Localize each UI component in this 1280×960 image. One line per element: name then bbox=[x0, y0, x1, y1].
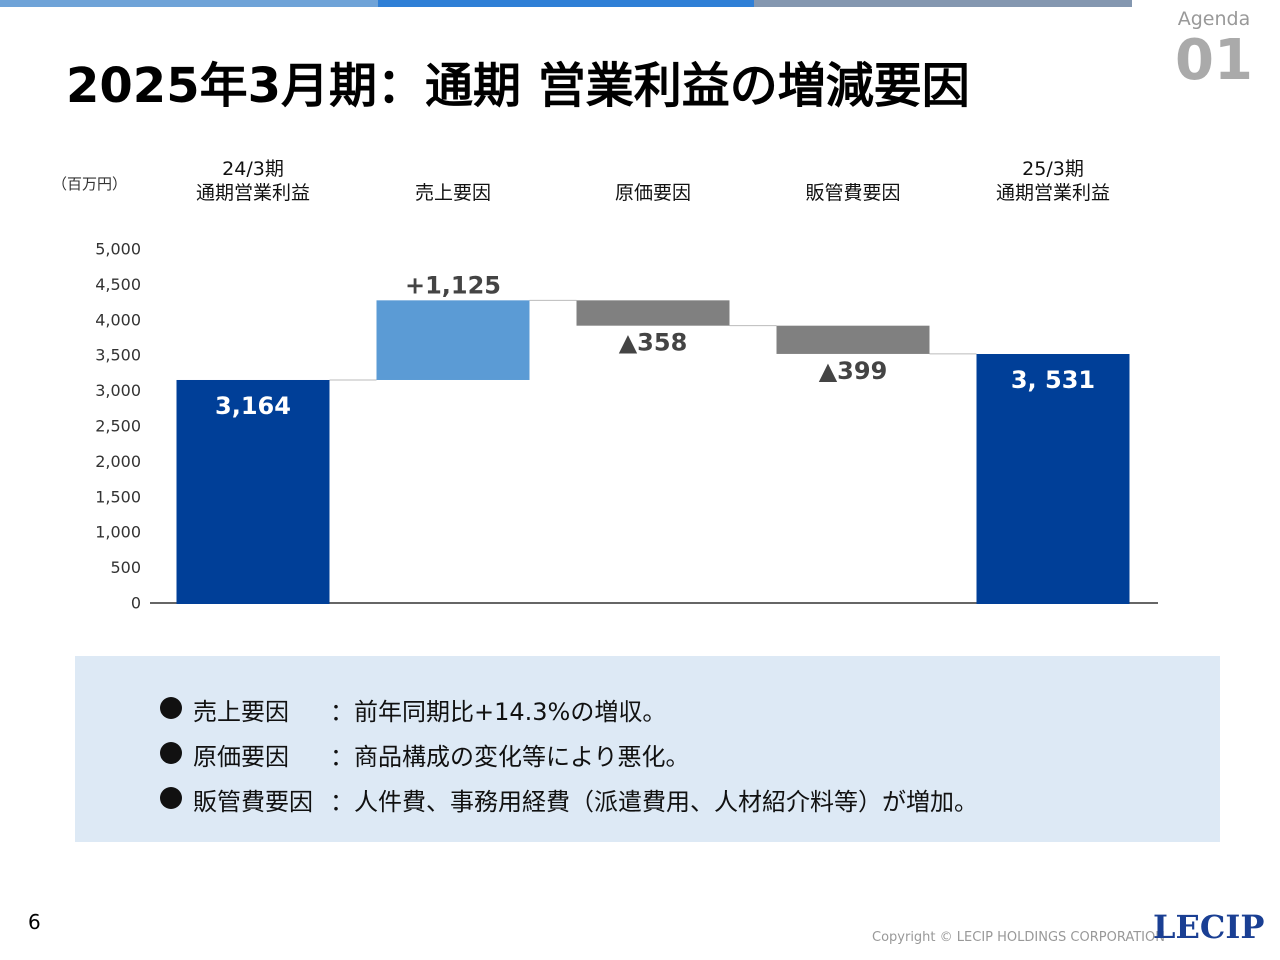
copyright: Copyright © LECIP HOLDINGS CORPORATION bbox=[872, 930, 1165, 945]
note-label: 販管費要因 bbox=[193, 788, 313, 816]
value-label: +1,125 bbox=[405, 271, 501, 299]
y-tick-label: 3,500 bbox=[95, 346, 141, 365]
notes-box bbox=[75, 656, 1220, 842]
agenda-number: 01 bbox=[1175, 28, 1253, 93]
y-tick-label: 2,000 bbox=[95, 452, 141, 471]
value-label: 3, 531 bbox=[1011, 366, 1095, 394]
note-label: 原価要因 bbox=[193, 743, 289, 771]
stripe bbox=[378, 0, 754, 7]
unit-label: （百万円） bbox=[52, 175, 128, 193]
bullet bbox=[160, 787, 182, 809]
y-tick-label: 4,500 bbox=[95, 275, 141, 294]
chart: 0 500 1,000 1,500 2,000 2,500 3,000 3,500 4,000 4… bbox=[95, 240, 1158, 613]
note-text: ：前年同期比+14.3%の増収。 bbox=[330, 698, 667, 726]
category-label: 売上要因 bbox=[414, 182, 491, 204]
bar bbox=[376, 300, 530, 380]
agenda-label: Agenda bbox=[1177, 8, 1251, 30]
bar bbox=[976, 354, 1130, 604]
y-tick-label: 0 bbox=[131, 594, 141, 613]
y-tick-label: 3,000 bbox=[95, 381, 141, 400]
bullet bbox=[160, 697, 182, 719]
note-label: 売上要因 bbox=[193, 698, 289, 726]
category-label: 25/3期 通期営業利益 bbox=[995, 158, 1110, 204]
bar bbox=[176, 379, 330, 604]
bullet bbox=[160, 742, 182, 764]
stripe bbox=[0, 0, 378, 7]
y-tick-label: 5,000 bbox=[95, 240, 141, 259]
note-text: ：商品構成の変化等により悪化。 bbox=[330, 743, 690, 771]
value-label: ▲399 bbox=[819, 357, 888, 385]
y-tick-label: 4,000 bbox=[95, 310, 141, 329]
y-tick-label: 2,500 bbox=[95, 417, 141, 436]
note-text: ：人件費、事務用経費（派遣費用、人材紹介料等）が増加。 bbox=[330, 788, 978, 816]
bar bbox=[576, 300, 730, 326]
category-label: 販管費要因 bbox=[805, 182, 901, 204]
page-number: 6 bbox=[28, 910, 41, 934]
value-label: ▲358 bbox=[619, 329, 688, 357]
y-tick-label: 1,500 bbox=[95, 487, 141, 506]
y-tick-label: 1,000 bbox=[95, 523, 141, 542]
stripe bbox=[754, 0, 1132, 7]
category-label: 原価要因 bbox=[614, 182, 691, 204]
bar bbox=[776, 325, 930, 354]
y-tick-label: 500 bbox=[110, 558, 141, 577]
category-label: 24/3期 通期営業利益 bbox=[195, 158, 310, 204]
title: 2025年3月期：通期 営業利益の増減要因 bbox=[66, 58, 970, 114]
value-label: 3,164 bbox=[215, 392, 291, 420]
logo: LECIP bbox=[1153, 908, 1265, 946]
